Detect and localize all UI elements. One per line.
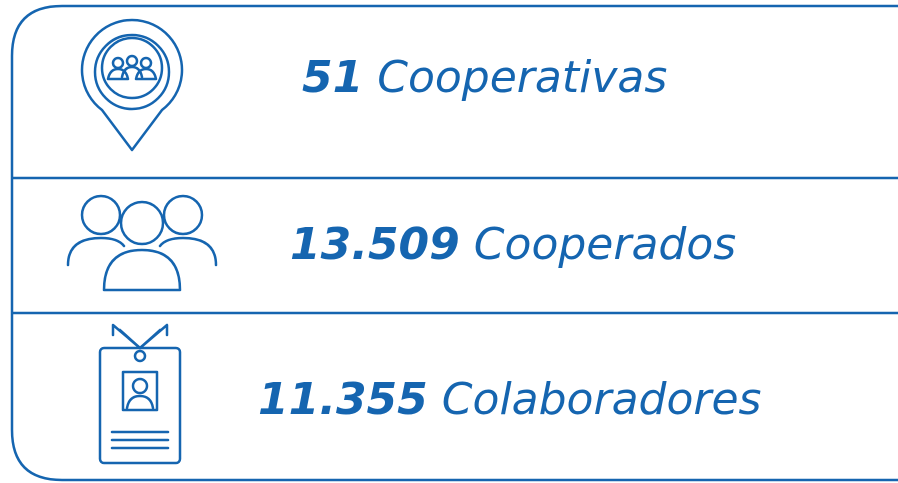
row-label: Cooperados xyxy=(474,219,736,270)
row-number: 11.355 xyxy=(258,374,428,425)
badge-icon xyxy=(98,323,182,465)
group-icon xyxy=(66,194,218,292)
frame xyxy=(10,4,898,482)
row-label: Colaboradores xyxy=(442,374,762,425)
pin-icon xyxy=(80,18,184,152)
row-text: 11.355 Colaboradores xyxy=(258,374,761,425)
row-text: 51 Cooperativas xyxy=(302,52,667,103)
row-number: 13.509 xyxy=(290,219,460,270)
row-label: Cooperativas xyxy=(377,52,667,103)
row-number: 51 xyxy=(302,52,363,103)
row-text: 13.509 Cooperados xyxy=(290,219,736,270)
